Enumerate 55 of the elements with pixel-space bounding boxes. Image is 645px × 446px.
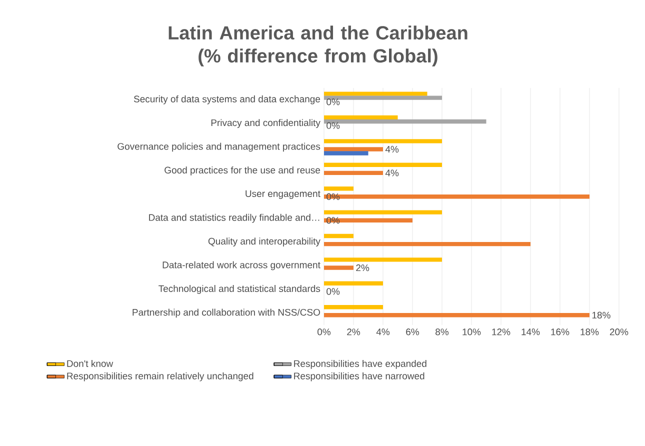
x-tick-label: 8%	[436, 328, 449, 336]
bar	[324, 147, 383, 152]
y-tick-label: Quality and interoperability	[208, 238, 320, 246]
bar	[324, 194, 590, 199]
y-tick-label: Technological and statistical standards	[158, 285, 320, 294]
annotation: 0%	[326, 98, 340, 106]
annotation: 4%	[385, 146, 399, 153]
y-tick-label: Data-related work across government	[162, 261, 320, 270]
bar	[324, 258, 442, 262]
bar	[324, 234, 354, 238]
x-tick-label: 12%	[492, 328, 510, 336]
annotation: 0%	[326, 216, 340, 224]
bar	[324, 170, 383, 176]
bar	[324, 186, 354, 191]
legend-label: Responsibilities remain relatively unchanged	[67, 372, 254, 382]
x-tick-label: 0%	[318, 328, 331, 336]
x-tick-label: 10%	[462, 328, 481, 336]
annotation: 2%	[356, 264, 370, 272]
y-tick-label: Good practices for the use and reuse	[164, 166, 320, 176]
bar	[324, 266, 354, 270]
annotation: 0%	[326, 288, 340, 295]
annotation: 0%	[326, 193, 340, 200]
x-tick-label: 18%	[580, 328, 599, 336]
annotation: 18%	[592, 312, 610, 319]
bar	[324, 115, 398, 120]
bar	[324, 304, 383, 310]
legend-label: Responsibilities have expanded	[294, 360, 426, 369]
bar	[324, 313, 590, 318]
y-tick-label: Governance policies and management practices	[118, 142, 320, 152]
chart-title: Latin America and the Caribbean (% difference from Global)	[168, 26, 468, 66]
x-tick-label: 2%	[347, 328, 360, 336]
y-tick-label: Privacy and confidentiality	[211, 119, 320, 128]
bar	[324, 151, 368, 156]
y-tick-label: Partnership and collaboration with NSS/CSO	[132, 308, 320, 318]
x-tick-label: 20%	[610, 328, 628, 336]
bar	[324, 139, 442, 144]
bar	[324, 281, 383, 286]
x-tick-label: 6%	[406, 328, 420, 336]
bar	[324, 242, 530, 246]
y-tick-label: User engagement	[246, 190, 320, 199]
x-tick-label: 14%	[522, 328, 540, 336]
x-tick-label: 4%	[376, 328, 390, 336]
bar	[324, 218, 412, 222]
annotation: 4%	[385, 170, 399, 176]
legend-label: Responsibilities have narrowed	[294, 372, 424, 382]
bar	[324, 210, 442, 214]
y-tick-label: Data and statistics readily findable and…	[149, 214, 320, 223]
bar	[324, 92, 428, 96]
legend-label: Don't know	[67, 360, 114, 367]
annotation: 0%	[326, 122, 340, 129]
bar	[324, 119, 486, 124]
bar	[324, 96, 442, 100]
x-tick-label: 16%	[551, 328, 570, 336]
bar	[324, 162, 442, 167]
y-tick-label: Security of data systems and data exchange	[134, 95, 320, 104]
